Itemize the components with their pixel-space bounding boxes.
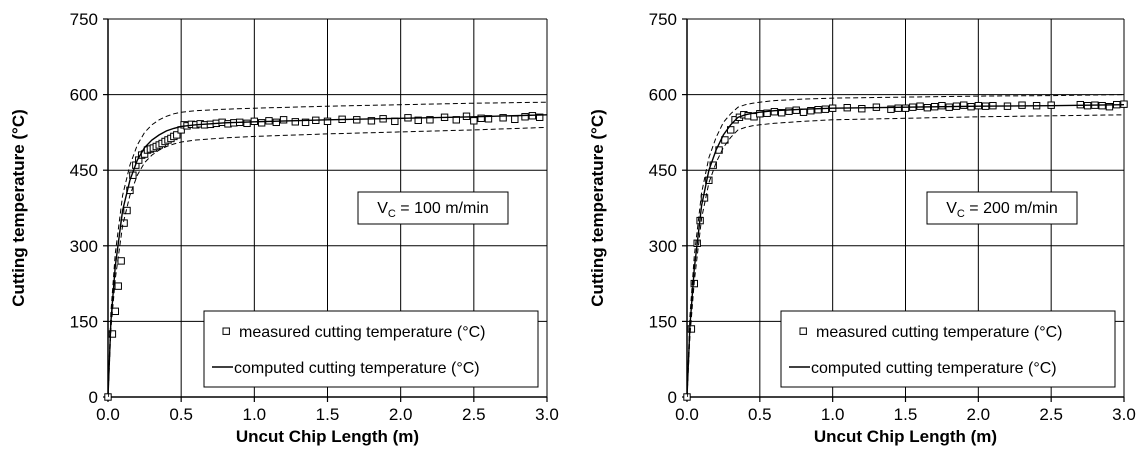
measured-temperature-point (499, 114, 507, 122)
x-axis-title: Uncut Chip Length (m) (236, 427, 419, 446)
x-axis-title: Uncut Chip Length (m) (814, 427, 997, 446)
x-tick-label: 1.5 (316, 405, 340, 424)
measured-temperature-point (484, 115, 493, 123)
legend-marker-measured (799, 327, 807, 335)
measured-temperature-point (291, 118, 300, 126)
measured-temperature-point (1018, 101, 1026, 109)
measured-temperature-point (477, 114, 485, 122)
y-tick-label: 600 (70, 86, 98, 105)
measured-temperature-point (705, 176, 713, 184)
legend-box (203, 310, 539, 388)
x-tick-label: 2.5 (1039, 405, 1063, 424)
legend-label-measured: measured cutting temperature (°C) (239, 324, 486, 341)
cutting-speed-value: = 100 m/min (396, 200, 489, 217)
cutting-speed-label: VC = 200 m/min (946, 200, 1058, 220)
y-tick-label: 150 (649, 312, 677, 331)
legend-box (780, 310, 1116, 388)
y-tick-label: 300 (70, 237, 98, 256)
measured-temperature-point (807, 107, 815, 115)
measured-temperature-point (108, 330, 117, 338)
x-tick-label: 2.0 (967, 405, 991, 424)
x-tick-label: 0.0 (675, 405, 699, 424)
measured-temperature-point (894, 104, 902, 112)
measured-temperature-point (938, 101, 946, 110)
chart-panel-2: 0.0 0.5 1.0 1.5 2.0 2.5 3.0 0 150 300 450 600 750 Unc… (588, 10, 1136, 446)
measured-temperature-point (123, 206, 131, 215)
confidence-band-upper-line (108, 101, 548, 397)
measured-temperature-point (756, 110, 764, 118)
x-tick-label: 1.0 (243, 405, 267, 424)
computed-temperature-line (687, 104, 1125, 397)
y-tick-label: 450 (70, 161, 98, 180)
x-tick-label: 2.0 (389, 405, 413, 424)
y-tick-label: 0 (668, 388, 677, 407)
x-tick-label: 3.0 (1112, 405, 1136, 424)
measured-temperature-point (243, 119, 251, 128)
x-tick-label: 0.0 (96, 405, 120, 424)
measured-temperature-point (901, 104, 910, 112)
measured-temperature-point (763, 109, 771, 117)
y-axis-title: Cutting temperature (°C) (588, 109, 607, 307)
measured-temperature-point (687, 325, 696, 333)
x-tick-label: 0.5 (169, 405, 193, 424)
measured-temperature-point (887, 105, 895, 113)
x-tick-label: 3.0 (535, 405, 559, 424)
y-tick-label: 750 (70, 10, 98, 29)
legend-label-computed: computed cutting temperature (°C) (811, 360, 1057, 377)
legend-label-computed: computed cutting temperature (°C) (234, 360, 480, 377)
x-tick-label: 1.5 (894, 405, 918, 424)
measured-temperature-point (770, 108, 779, 116)
measured-temperature-point (367, 117, 376, 125)
measured-temperature-point (535, 113, 544, 121)
measured-temperature-point (426, 116, 434, 124)
measured-temperature-point (916, 102, 924, 110)
confidence-band-lower-line (108, 126, 548, 397)
y-tick-label: 750 (649, 10, 677, 29)
measured-temperature-point (173, 131, 181, 139)
y-tick-label: 150 (70, 312, 98, 331)
cutting-speed-box (357, 191, 509, 225)
measured-temperature-point (301, 118, 310, 127)
confidence-band-lower-line (687, 114, 1125, 397)
measured-temperature-point (923, 104, 932, 112)
cutting-speed-symbol: V (946, 200, 957, 217)
cutting-speed-subscript: C (957, 208, 965, 220)
measured-temperature-point (257, 119, 266, 127)
y-tick-label: 300 (649, 237, 677, 256)
confidence-band-upper-line (687, 94, 1125, 397)
cutting-speed-label: VC = 100 m/min (377, 200, 489, 220)
measured-temperature-point (114, 282, 122, 290)
y-tick-label: 450 (649, 161, 677, 180)
measured-temperature-point (470, 117, 478, 125)
measured-temperature-point (785, 107, 793, 115)
measured-temperature-point (521, 113, 529, 121)
chart-panel-1: 0.0 0.5 1.0 1.5 2.0 2.5 3.0 0 150 300 450 600 750 Unc… (9, 10, 559, 446)
cutting-speed-symbol: V (377, 200, 388, 217)
y-tick-label: 600 (649, 86, 677, 105)
measured-temperature-point (858, 105, 866, 113)
computed-temperature-line (108, 114, 548, 397)
measured-temperature-point (814, 106, 822, 114)
x-tick-label: 2.5 (462, 405, 486, 424)
x-tick-label: 0.5 (748, 405, 772, 424)
x-tick-label: 1.0 (821, 405, 845, 424)
measured-temperature-point (777, 109, 786, 117)
legend-marker-measured (222, 327, 230, 335)
measured-temperature-point (960, 101, 968, 109)
measured-temperature-point (323, 117, 332, 126)
cutting-speed-box (926, 191, 1078, 225)
measured-temperature-point (1105, 102, 1114, 111)
measured-temperature-point (272, 118, 280, 127)
measured-temperature-point (117, 257, 125, 265)
legend-label-measured: measured cutting temperature (°C) (816, 324, 1063, 341)
cutting-speed-subscript: C (388, 208, 396, 220)
measured-temperature-point (279, 116, 288, 124)
measured-temperature-point (414, 116, 422, 125)
measured-temperature-point (511, 115, 519, 123)
cutting-speed-value: = 200 m/min (965, 200, 1058, 217)
y-axis-title: Cutting temperature (°C) (9, 109, 28, 307)
y-tick-label: 0 (89, 388, 98, 407)
